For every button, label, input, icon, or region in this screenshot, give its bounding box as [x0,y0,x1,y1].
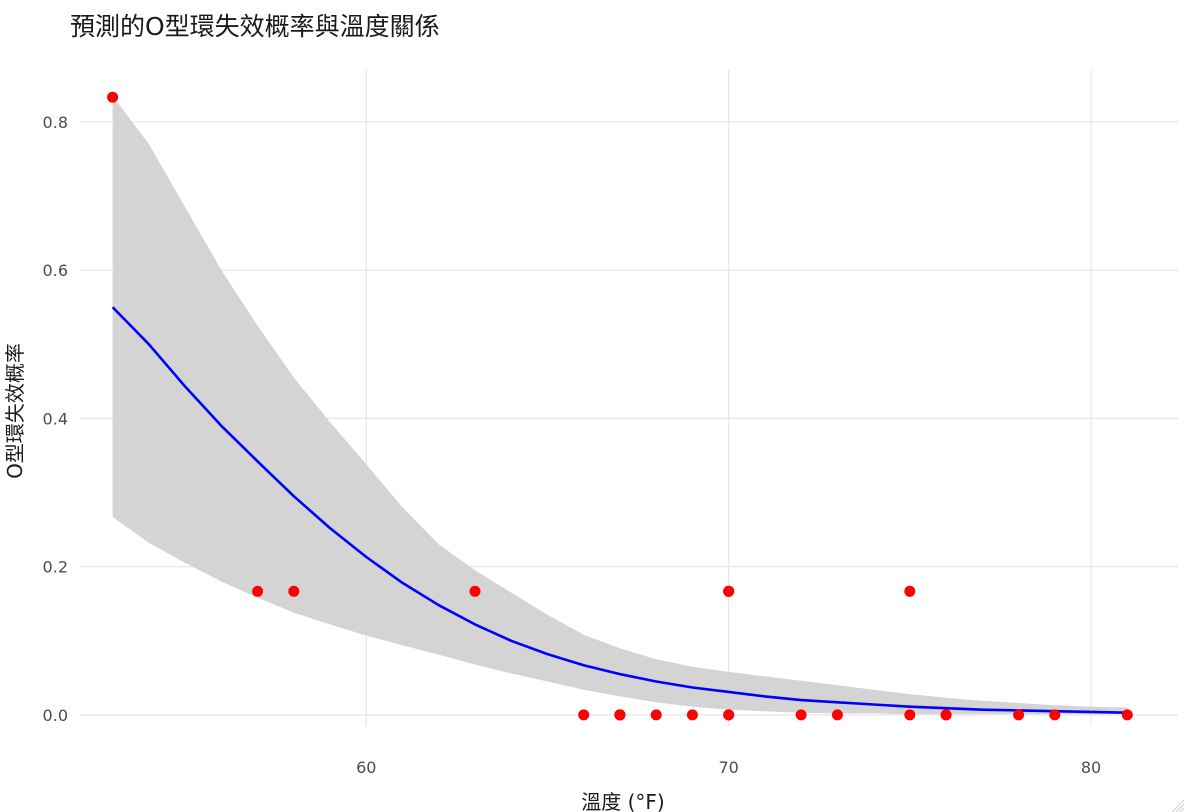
line-layer [111,306,1128,714]
y-tick-label: 0.6 [43,261,68,280]
observed-point [1049,709,1061,721]
observed-point [107,91,119,103]
observed-point [650,709,662,721]
observed-point [578,709,590,721]
x-tick-label: 80 [1081,758,1101,777]
y-tick-label: 0.4 [43,409,68,428]
x-axis-title: 溫度 (°F) [581,790,664,812]
observed-point [904,709,916,721]
observed-point [469,585,481,597]
observed-point [831,709,843,721]
confidence-ribbon [112,95,1128,715]
observed-point [252,585,264,597]
fitted-probability-line [111,306,1128,714]
chart-title: 預測的O型環失效概率與溫度關係 [70,12,440,41]
y-tick-label: 0.2 [43,558,68,577]
observed-point [288,585,300,597]
y-tick-label: 0.0 [43,706,68,725]
y-tick-labels: 0.0 0.2 0.4 0.6 0.8 [43,113,68,725]
observed-point [723,709,735,721]
x-tick-label: 60 [356,758,376,777]
point-layer [107,91,1133,721]
observed-point [686,709,698,721]
y-tick-label: 0.8 [43,113,68,132]
observed-point [940,709,952,721]
observed-point [1121,709,1133,721]
ribbon-layer [112,95,1128,715]
y-axis-title: O型環失效概率 [3,343,27,479]
observed-point [904,585,916,597]
observed-point [795,709,807,721]
x-tick-label: 70 [718,758,738,777]
observed-point [723,585,735,597]
x-tick-labels: 60 70 80 [356,758,1101,777]
resize-grip-icon[interactable] [1171,799,1185,812]
observed-point [1013,709,1025,721]
observed-point [614,709,626,721]
